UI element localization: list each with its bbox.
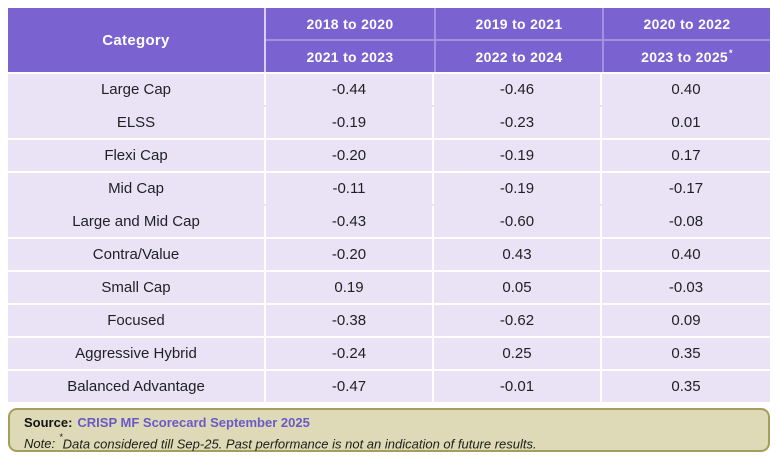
value-cell: -0.24 xyxy=(266,338,434,369)
value-cell: -0.01 xyxy=(434,371,602,402)
row-focused: Focused -0.38 -0.62 0.09 xyxy=(8,303,770,336)
value-cell: -0.03 xyxy=(602,272,770,303)
value-cell: 0.05 xyxy=(434,272,602,303)
note-asterisk: * xyxy=(59,432,63,442)
value-cell: 0.19 xyxy=(266,272,434,303)
category-cell: Flexi Cap xyxy=(8,140,266,171)
value-cell: 0.35 xyxy=(602,371,770,402)
category-header: Category xyxy=(8,8,266,72)
source-link[interactable]: CRISP MF Scorecard September 2025 xyxy=(77,415,310,430)
period-header-top: 2018 to 2020 xyxy=(306,15,394,32)
source-line: Source: CRISP MF Scorecard September 2025 xyxy=(24,414,754,432)
value-cell: -0.23 xyxy=(434,107,602,138)
value-cell: 0.43 xyxy=(434,239,602,270)
header-divider xyxy=(266,39,434,41)
value-cell: 0.25 xyxy=(434,338,602,369)
category-cell: Focused xyxy=(8,305,266,336)
category-cell: Balanced Advantage xyxy=(8,371,266,402)
note-line: Note: *Data considered till Sep-25. Past … xyxy=(24,432,754,452)
table-body: Large Cap -0.44 -0.46 0.40 ELSS -0.19 -0… xyxy=(8,72,770,402)
category-cell: Large Cap xyxy=(8,74,266,105)
value-cell: -0.08 xyxy=(602,206,770,237)
value-cell: 0.01 xyxy=(602,107,770,138)
period-column-3: 2020 to 2022 2023 to 2025 * xyxy=(602,8,770,72)
value-cell: -0.38 xyxy=(266,305,434,336)
category-cell: Large and Mid Cap xyxy=(8,206,266,237)
header-divider xyxy=(436,39,602,41)
row-elss: ELSS -0.19 -0.23 0.01 xyxy=(8,105,770,138)
category-cell: Aggressive Hybrid xyxy=(8,338,266,369)
footnote-asterisk: * xyxy=(729,47,733,58)
row-flexi-cap: Flexi Cap -0.20 -0.19 0.17 xyxy=(8,138,770,171)
value-cell: -0.62 xyxy=(434,305,602,336)
period-header-top: 2020 to 2022 xyxy=(643,15,731,32)
value-cell: -0.47 xyxy=(266,371,434,402)
row-contra-value: Contra/Value -0.20 0.43 0.40 xyxy=(8,237,770,270)
value-cell: -0.19 xyxy=(266,107,434,138)
value-cell: -0.17 xyxy=(602,173,770,204)
category-cell: Contra/Value xyxy=(8,239,266,270)
value-cell: 0.40 xyxy=(602,239,770,270)
scorecard-table: Category 2018 to 2020 2021 to 2023 2019 … xyxy=(8,8,770,402)
value-cell: 0.17 xyxy=(602,140,770,171)
row-large-and-mid-cap: Large and Mid Cap -0.43 -0.60 -0.08 xyxy=(8,204,770,237)
row-balanced-advantage: Balanced Advantage -0.47 -0.01 0.35 xyxy=(8,369,770,402)
value-cell: -0.43 xyxy=(266,206,434,237)
value-cell: -0.19 xyxy=(434,140,602,171)
source-label: Source: xyxy=(24,415,73,430)
row-mid-cap: Mid Cap -0.11 -0.19 -0.17 xyxy=(8,171,770,204)
note-text: Data considered till Sep-25. Past perfor… xyxy=(62,436,537,452)
value-cell: -0.11 xyxy=(266,173,434,204)
row-small-cap: Small Cap 0.19 0.05 -0.03 xyxy=(8,270,770,303)
period-header-bottom: 2022 to 2024 xyxy=(475,48,563,65)
category-cell: Small Cap xyxy=(8,272,266,303)
value-cell: 0.09 xyxy=(602,305,770,336)
table-header: Category 2018 to 2020 2021 to 2023 2019 … xyxy=(8,8,770,72)
row-large-cap: Large Cap -0.44 -0.46 0.40 xyxy=(8,72,770,105)
period-header-label: 2023 to 2025 xyxy=(641,48,729,65)
category-cell: Mid Cap xyxy=(8,173,266,204)
period-column-2: 2019 to 2021 2022 to 2024 xyxy=(434,8,602,72)
period-header-bottom: 2023 to 2025 * xyxy=(604,41,770,72)
value-cell: -0.46 xyxy=(434,74,602,105)
value-cell: 0.40 xyxy=(602,74,770,105)
value-cell: -0.44 xyxy=(266,74,434,105)
note-label: Note: xyxy=(24,436,56,452)
category-cell: ELSS xyxy=(8,107,266,138)
period-column-1: 2018 to 2020 2021 to 2023 xyxy=(266,8,434,72)
period-header-bottom: 2021 to 2023 xyxy=(306,48,394,65)
source-note-box: Source: CRISP MF Scorecard September 2025… xyxy=(8,408,770,452)
value-cell: -0.19 xyxy=(434,173,602,204)
header-divider xyxy=(604,39,770,41)
row-aggressive-hybrid: Aggressive Hybrid -0.24 0.25 0.35 xyxy=(8,336,770,369)
period-header-top: 2019 to 2021 xyxy=(475,15,563,32)
value-cell: -0.60 xyxy=(434,206,602,237)
value-cell: -0.20 xyxy=(266,239,434,270)
value-cell: 0.35 xyxy=(602,338,770,369)
value-cell: -0.20 xyxy=(266,140,434,171)
